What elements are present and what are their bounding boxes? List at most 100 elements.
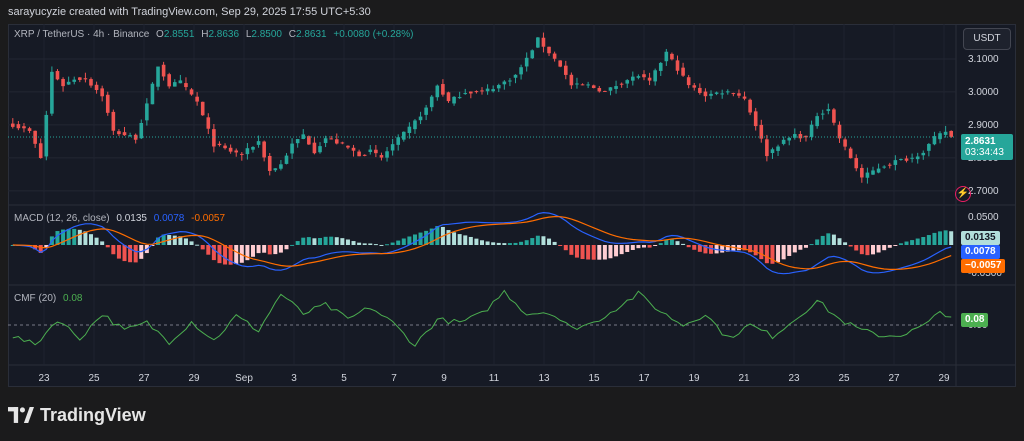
candle-body bbox=[44, 114, 49, 157]
cmf-legend: CMF (20) 0.08 bbox=[14, 293, 86, 304]
macd-label[interactable]: MACD (12, 26, close) bbox=[14, 213, 110, 224]
macd-hist-bar bbox=[865, 245, 870, 256]
candle-body bbox=[882, 166, 886, 168]
candle-body bbox=[329, 138, 333, 140]
macd-hist-bar bbox=[608, 245, 613, 259]
candle-body bbox=[524, 57, 529, 67]
macd-hist-bar bbox=[736, 245, 741, 251]
candle-body bbox=[94, 84, 99, 91]
time-tick-label: 21 bbox=[738, 373, 750, 384]
candle-body bbox=[89, 79, 93, 86]
candle-body bbox=[390, 144, 395, 151]
macd-hist-bar bbox=[848, 245, 853, 247]
candle-body bbox=[206, 117, 211, 129]
macd-tick-label: -0.0500 bbox=[968, 268, 1002, 279]
price-tick-label: 2.7000 bbox=[968, 186, 999, 197]
candle-body bbox=[150, 83, 155, 105]
macd-hist-bar bbox=[692, 245, 697, 250]
macd-hist-bar bbox=[463, 235, 468, 245]
macd-hist-bar bbox=[122, 245, 127, 262]
symbol-label[interactable]: XRP / TetherUS · 4h · Binance bbox=[14, 29, 150, 40]
candle-body bbox=[290, 143, 294, 154]
macd-hist-bar bbox=[278, 245, 283, 253]
macd-hist-bar bbox=[759, 245, 764, 260]
cmf-label[interactable]: CMF (20) bbox=[14, 293, 57, 304]
candle-body bbox=[424, 107, 428, 115]
candle-body bbox=[820, 113, 825, 115]
price-tick-label: 3.0000 bbox=[968, 87, 999, 98]
cmf-tag: 0.08 bbox=[961, 313, 989, 327]
candle-body bbox=[608, 87, 613, 91]
high-label: H bbox=[201, 29, 209, 40]
candle-body bbox=[876, 168, 881, 173]
macd-hist-bar bbox=[932, 232, 937, 245]
macd-hist-bar bbox=[178, 236, 183, 245]
candle-body bbox=[351, 147, 356, 151]
candle-body bbox=[122, 132, 127, 136]
macd-hist-bar bbox=[340, 238, 345, 245]
candle-body bbox=[887, 164, 892, 166]
candle-body bbox=[184, 83, 188, 88]
candle-body bbox=[189, 89, 194, 95]
macd-hist-bar bbox=[893, 245, 898, 246]
cmf-legend-value: 0.08 bbox=[63, 293, 83, 304]
macd-hist-bar bbox=[200, 245, 205, 250]
candle-body bbox=[50, 71, 54, 114]
candle-body bbox=[731, 93, 736, 95]
macd-hist-bar bbox=[943, 230, 948, 245]
candle-body bbox=[787, 137, 792, 141]
candle-body bbox=[401, 131, 406, 140]
candle-body bbox=[307, 136, 311, 145]
macd-hist-bar bbox=[535, 235, 540, 245]
candle-body bbox=[78, 77, 82, 80]
candle-body bbox=[502, 81, 507, 85]
time-tick-label: 23 bbox=[38, 373, 50, 384]
candle-body bbox=[759, 124, 764, 139]
macd-hist-bar bbox=[61, 229, 66, 245]
macd-hist-bar bbox=[915, 238, 920, 245]
candle-body bbox=[368, 149, 373, 152]
price-tag-countdown: 03:34:43 bbox=[965, 147, 1004, 158]
candle-body bbox=[910, 157, 914, 159]
macd-hist-bar bbox=[452, 232, 457, 245]
candle-body bbox=[949, 130, 954, 137]
macd-hist-bar bbox=[172, 235, 177, 245]
macd-hist-bar bbox=[480, 240, 484, 245]
candle-body bbox=[848, 148, 853, 159]
macd-hist-bar bbox=[195, 244, 200, 246]
macd-hist-bar bbox=[234, 245, 239, 265]
candle-body bbox=[943, 131, 948, 135]
alert-bolt-icon[interactable]: ⚡ bbox=[955, 186, 971, 202]
price-tag: 2.8631 03:34:43 bbox=[961, 134, 1013, 160]
macd-hist-bar bbox=[647, 245, 652, 248]
candle-body bbox=[670, 53, 674, 60]
macd-hist-bar bbox=[602, 245, 607, 260]
time-tick-label: 29 bbox=[188, 373, 200, 384]
brand-footer: TradingView bbox=[8, 403, 146, 427]
candle-body bbox=[111, 111, 116, 131]
macd-hist-bar bbox=[854, 245, 859, 251]
macd-hist-bar bbox=[764, 245, 769, 264]
macd-hist-bar bbox=[111, 245, 116, 255]
candle-body bbox=[513, 74, 518, 78]
candle-body bbox=[262, 141, 266, 158]
macd-hist-bar bbox=[250, 245, 255, 257]
macd-hist-bar bbox=[586, 245, 591, 260]
macd-line-tag: 0.0078 bbox=[961, 245, 1000, 259]
currency-button[interactable]: USDT bbox=[963, 28, 1011, 50]
macd-hist-bar bbox=[887, 245, 892, 248]
candle-body bbox=[563, 65, 568, 75]
candle-body bbox=[793, 134, 797, 138]
candle-body bbox=[200, 101, 205, 116]
chart-svg[interactable]: 3.10003.00002.90002.80002.700023252729Se… bbox=[8, 24, 1016, 387]
macd-hist-bar bbox=[457, 234, 462, 245]
candle-body bbox=[491, 89, 495, 92]
macd-hist-bar bbox=[597, 245, 602, 260]
candle-body bbox=[893, 160, 898, 165]
macd-hist-bar bbox=[223, 245, 228, 265]
candle-body bbox=[625, 80, 630, 84]
macd-hist-bar bbox=[669, 239, 674, 245]
price-tick-label: 3.1000 bbox=[968, 54, 999, 65]
macd-hist-bar bbox=[245, 245, 250, 261]
candle-body bbox=[932, 136, 937, 145]
